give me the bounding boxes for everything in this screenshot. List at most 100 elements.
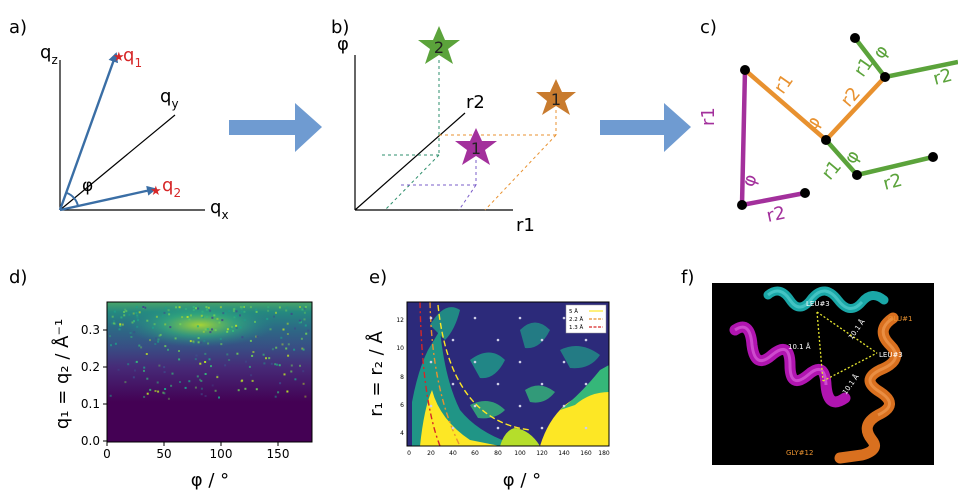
- heatmap-speckle: [210, 365, 212, 367]
- wavemap-dot: [585, 427, 588, 430]
- heatmap-speckle: [154, 323, 156, 325]
- heatmap-speckle: [213, 314, 215, 316]
- heatmap-speckle: [118, 369, 120, 371]
- heatmap-speckle: [305, 325, 307, 327]
- heatmap-speckle: [167, 349, 169, 351]
- heatmap-speckle: [224, 364, 226, 366]
- heatmap-speckle: [244, 319, 246, 321]
- heatmap-speckle: [146, 320, 148, 322]
- heatmap-speckle: [204, 353, 206, 355]
- heatmap-speckle: [291, 313, 293, 315]
- e-xtick: 0: [407, 450, 411, 457]
- heatmap-speckle: [211, 317, 213, 319]
- e-xtick: 180: [598, 450, 610, 457]
- qz-label: qz: [40, 42, 58, 67]
- heatmap-speckle: [119, 323, 121, 325]
- heatmap-speckle: [202, 311, 204, 313]
- heatmap-speckle: [197, 308, 199, 310]
- orange-projection: [437, 110, 556, 210]
- heatmap-speckle: [304, 396, 306, 398]
- heatmap-speckle: [206, 316, 208, 318]
- heatmap-speckle: [215, 329, 217, 331]
- axis-r2-label: r2: [466, 92, 485, 113]
- heatmap-speckle: [279, 382, 281, 384]
- panel-a-letter: a): [9, 17, 27, 38]
- e-xtick: 120: [536, 450, 548, 457]
- heatmap-speckle: [178, 350, 180, 352]
- e-xtick: 140: [558, 450, 570, 457]
- heatmap-speckle: [114, 311, 116, 313]
- heatmap-speckle: [228, 310, 230, 312]
- star-orange-label: 1: [551, 90, 561, 109]
- heatmap-speckle: [286, 307, 288, 309]
- heatmap-speckle: [155, 390, 157, 392]
- d-xtick: 0: [103, 447, 111, 461]
- arrow-right-icon: [229, 103, 322, 152]
- heatmap-speckle: [138, 345, 140, 347]
- heatmap-speckle: [119, 328, 121, 330]
- heatmap-speckle: [303, 383, 305, 385]
- heatmap-speckle: [238, 389, 240, 391]
- heatmap-speckle: [178, 358, 180, 360]
- heatmap-speckle: [233, 310, 235, 312]
- heatmap-speckle: [205, 329, 207, 331]
- star-green-label: 2: [434, 38, 444, 57]
- heatmap-speckle: [307, 330, 309, 332]
- leu3-top-label: LEU#3: [806, 300, 830, 308]
- e-xtick: 100: [514, 450, 526, 457]
- wavemap-dot: [452, 339, 455, 342]
- heatmap-speckle: [162, 315, 164, 317]
- heatmap-speckle: [241, 311, 243, 313]
- heatmap-speckle: [285, 348, 287, 350]
- heatmap-speckle: [240, 327, 242, 329]
- purple-r2-label: r2: [765, 202, 788, 226]
- heatmap-speckle: [130, 336, 132, 338]
- q1-label: q1: [123, 45, 142, 70]
- heatmap-speckle: [267, 306, 269, 308]
- heatmap-speckle: [235, 325, 237, 327]
- heatmap-speckle: [284, 373, 286, 375]
- panel-e: e) 5 Å 2.2 Å 1.3 Å: [365, 267, 610, 491]
- heatmap-speckle: [109, 335, 111, 337]
- heatmap-speckle: [146, 353, 148, 355]
- heatmap-speckle: [164, 388, 166, 390]
- heatmap-speckle: [136, 326, 138, 328]
- heatmap-speckle: [158, 339, 160, 341]
- heatmap-speckle: [204, 361, 206, 363]
- heatmap-speckle: [136, 314, 138, 316]
- d-yticks: 0.0 0.1 0.2 0.3: [81, 323, 107, 448]
- heatmap-speckle: [280, 337, 282, 339]
- heatmap-speckle: [140, 346, 142, 348]
- heatmap-speckle: [135, 312, 137, 314]
- leu3-right-label: LEU#3: [879, 351, 903, 359]
- d-xtick: 150: [267, 447, 290, 461]
- heatmap-speckle: [136, 361, 138, 363]
- heatmap-speckle: [304, 318, 306, 320]
- heatmap-speckle: [277, 391, 279, 393]
- heatmap-speckle: [231, 326, 233, 328]
- e-yticks: 4 6 8 10 12: [396, 317, 404, 437]
- d-ytick: 0.3: [81, 323, 100, 337]
- heatmap-speckle: [209, 331, 211, 333]
- wavemap-dot: [563, 405, 566, 408]
- heatmap-speckle: [235, 315, 237, 317]
- heatmap-speckle: [236, 327, 238, 329]
- heatmap-speckle: [188, 380, 190, 382]
- heatmap-speckle: [263, 362, 265, 364]
- heatmap-speckle: [189, 317, 191, 319]
- e-xlabel: φ / °: [503, 470, 541, 491]
- wavemap-dot: [541, 383, 544, 386]
- heatmap-speckle: [207, 328, 209, 330]
- heatmap-speckle: [157, 382, 159, 384]
- heatmap-speckle: [170, 385, 172, 387]
- heatmap-speckle: [133, 331, 135, 333]
- heatmap-speckle: [256, 388, 258, 390]
- heatmap-speckle: [142, 306, 144, 308]
- arrow-right-icon: [600, 103, 691, 152]
- heatmap-speckle: [207, 343, 209, 345]
- heatmap-speckle: [287, 355, 289, 357]
- heatmap-speckle: [200, 342, 202, 344]
- d-xtick: 100: [210, 447, 233, 461]
- heatmap-speckle: [265, 357, 267, 359]
- heatmap-speckle: [143, 396, 145, 398]
